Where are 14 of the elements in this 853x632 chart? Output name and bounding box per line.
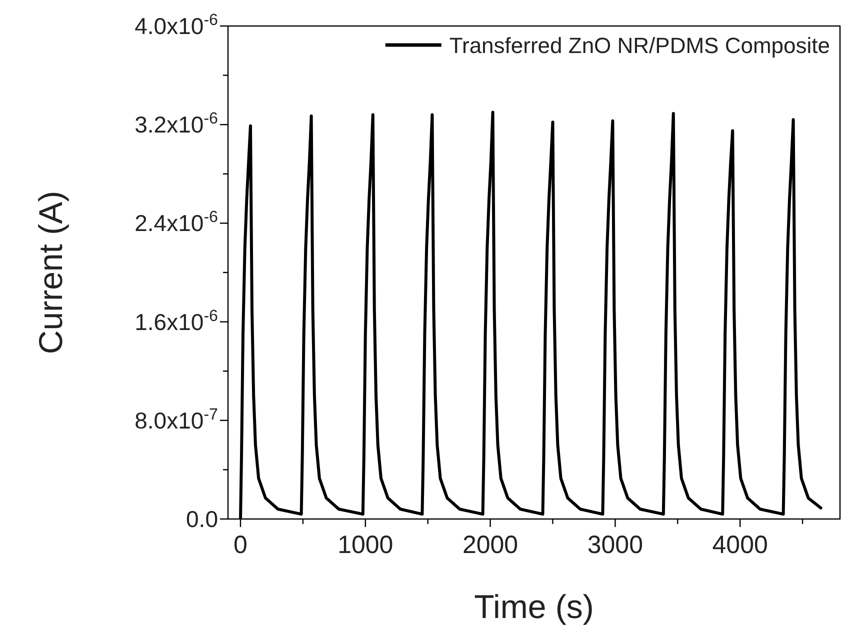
y-tick-label: 2.4x10$^{-6}$ bbox=[134, 208, 218, 236]
y-tick-label: 1.6x10$^{-6}$ bbox=[134, 306, 218, 335]
y-tick-label: 3.2x10$^{-6}$ bbox=[134, 110, 218, 138]
legend-label: Transferred ZnO NR/PDMS Composite bbox=[449, 33, 830, 58]
y-tick-label: 0.0 bbox=[186, 506, 218, 532]
x-tick-label: 0 bbox=[234, 531, 248, 559]
x-tick-label: 4000 bbox=[712, 531, 768, 559]
y-tick-label: 8.0x10$^{-7}$ bbox=[134, 405, 218, 434]
x-tick-label: 2000 bbox=[462, 531, 518, 559]
y-axis-title: Current (A) bbox=[32, 190, 69, 354]
x-axis-title: Time (s) bbox=[474, 588, 594, 625]
x-tick-label: 3000 bbox=[587, 531, 643, 559]
x-tick-label: 1000 bbox=[338, 531, 394, 559]
y-tick-label: 4.0x10$^{-6}$ bbox=[134, 11, 218, 39]
